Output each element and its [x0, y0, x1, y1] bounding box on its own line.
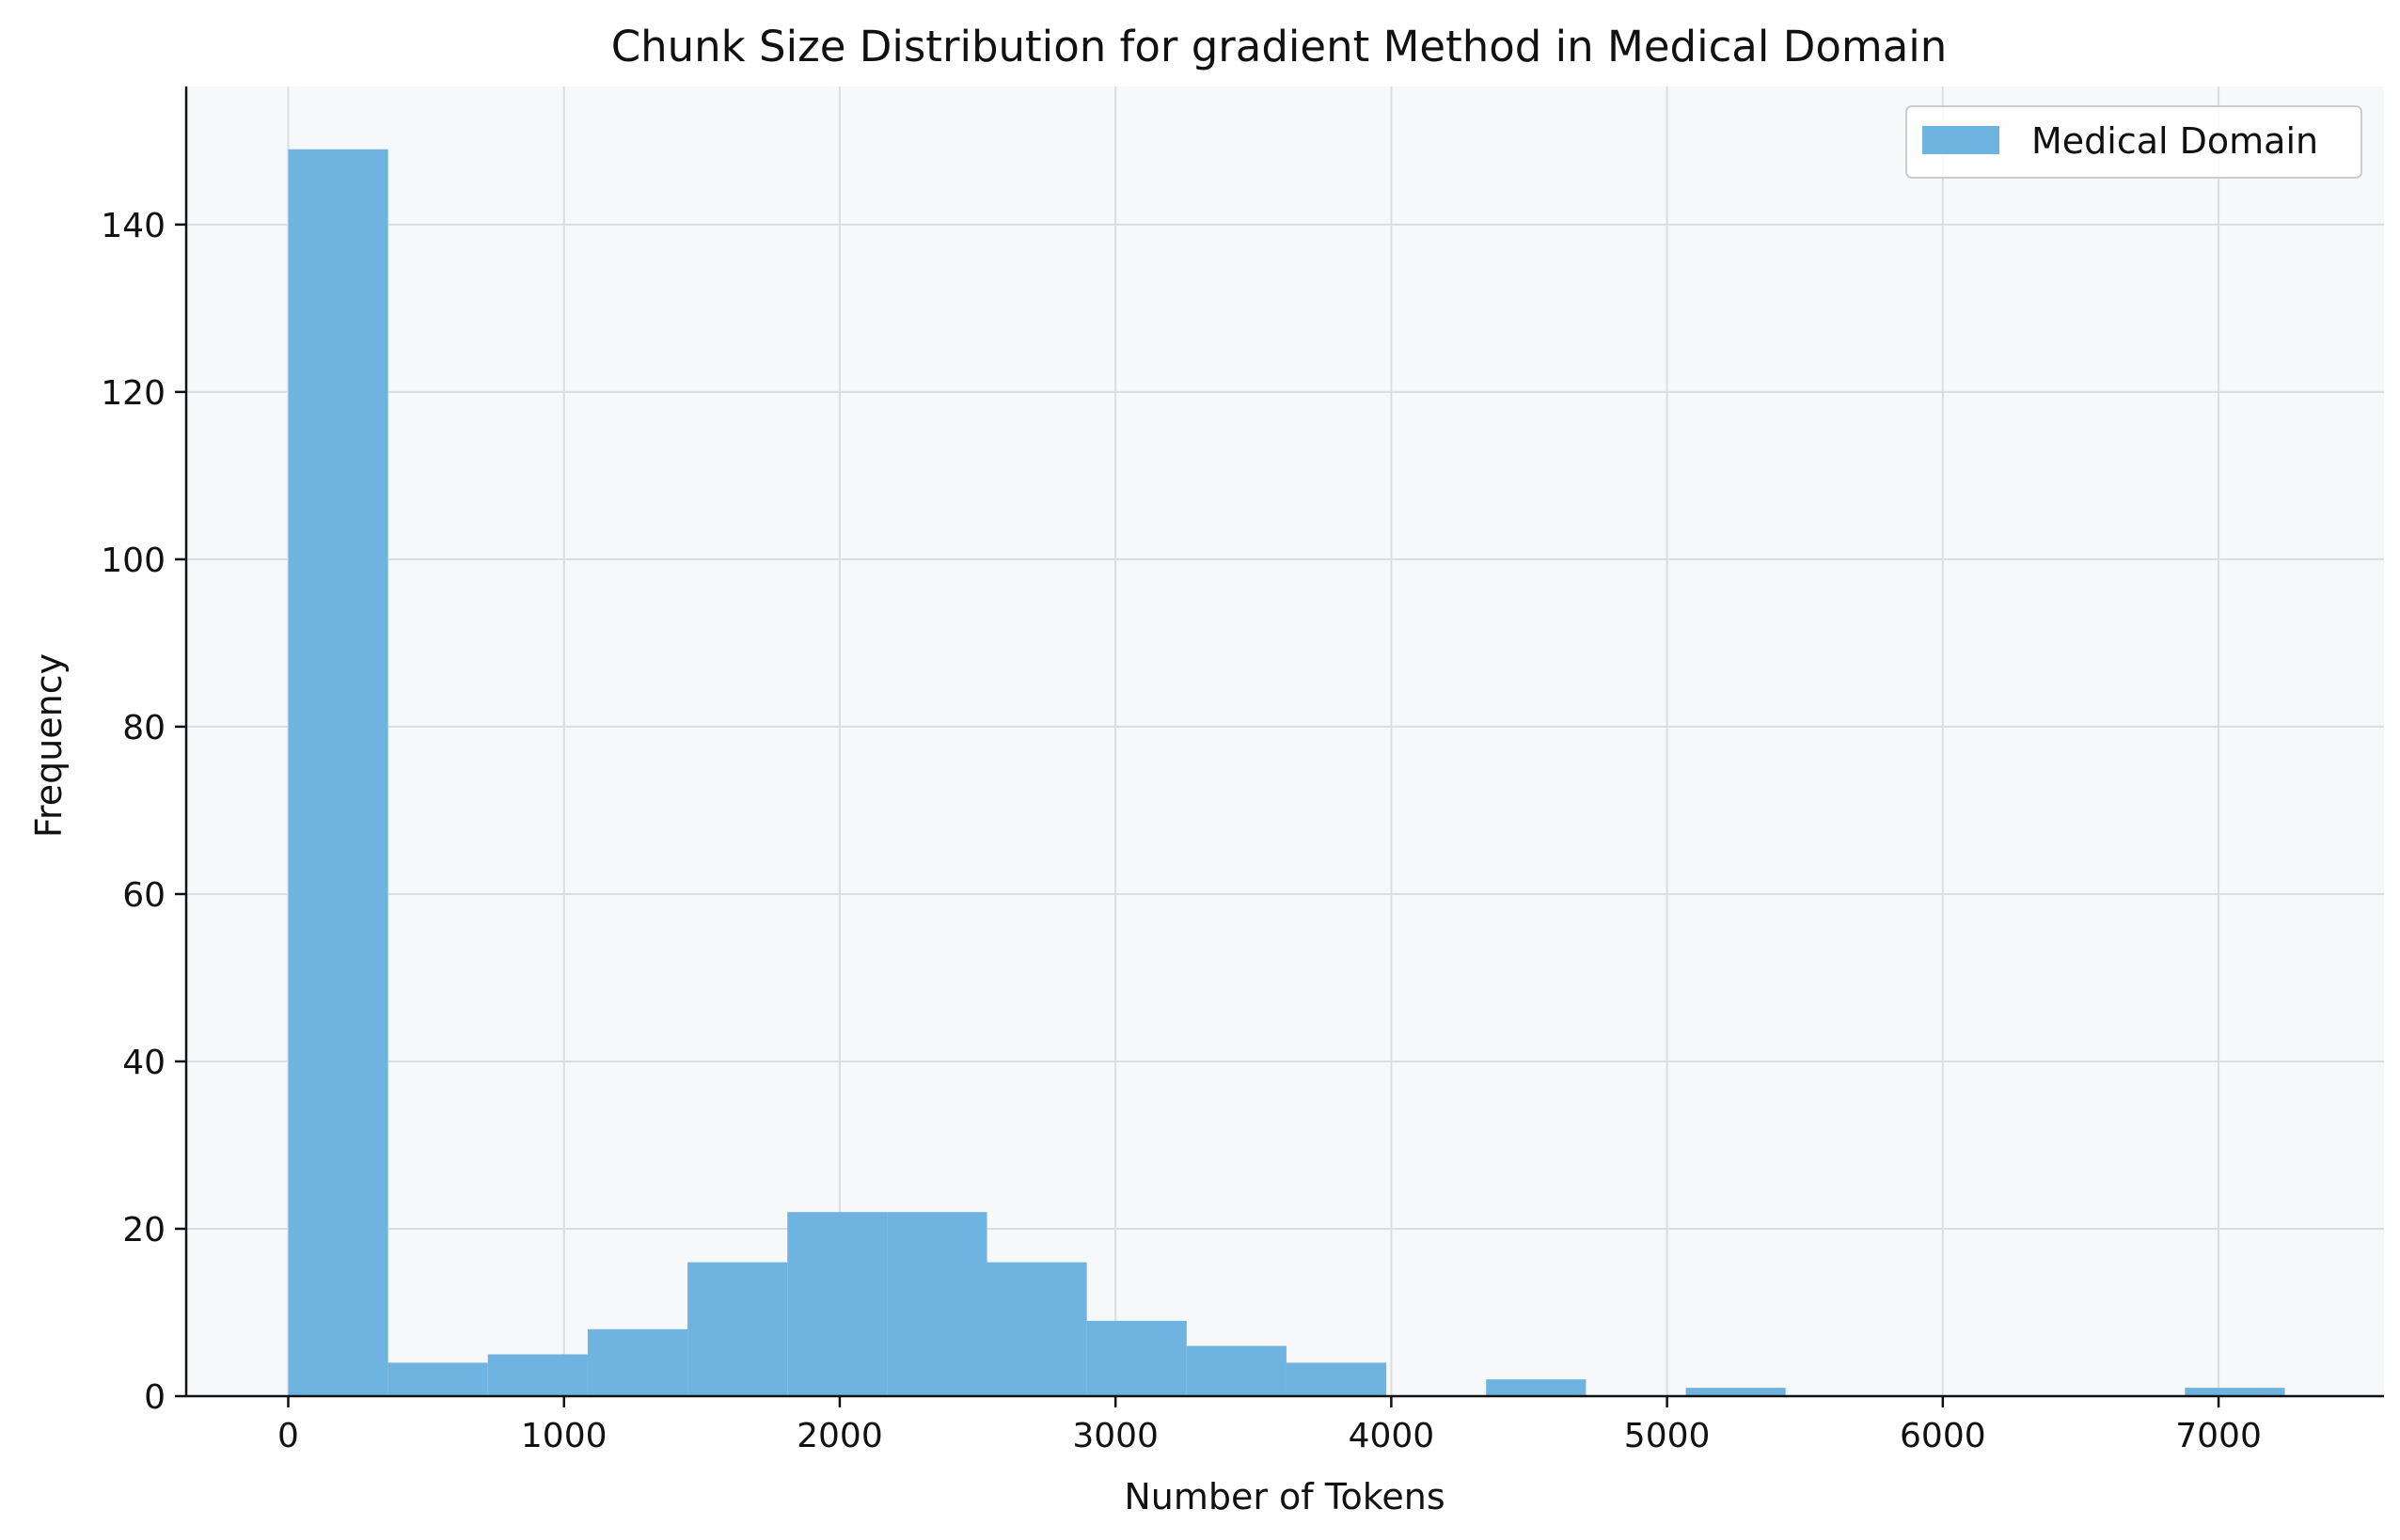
x-axis-ticks: 0 1000 2000 3000 4000 5000 6000 7000	[277, 1396, 2262, 1455]
histogram-bar	[987, 1262, 1087, 1396]
histogram-bar	[1685, 1388, 1786, 1396]
histogram-bar	[687, 1262, 788, 1396]
histogram-bar	[1486, 1379, 1587, 1396]
legend: Medical Domain	[1905, 105, 2362, 179]
x-tick-label: 1000	[521, 1417, 608, 1455]
y-tick-label: 60	[122, 876, 166, 915]
plot-background	[186, 86, 2384, 1396]
histogram-bar	[2185, 1388, 2285, 1396]
histogram-bar	[288, 149, 388, 1396]
x-tick-label: 4000	[1349, 1417, 1435, 1455]
x-axis-label: Number of Tokens	[1124, 1476, 1445, 1517]
y-tick-label: 0	[144, 1378, 166, 1417]
x-tick-label: 3000	[1072, 1417, 1159, 1455]
x-tick-label: 2000	[797, 1417, 883, 1455]
histogram-bar	[887, 1212, 987, 1396]
x-tick-label: 7000	[2175, 1417, 2262, 1455]
histogram-bar	[1186, 1345, 1287, 1396]
histogram-bar	[1086, 1320, 1187, 1396]
y-axis-ticks: 0 20 40 60 80 100 120 140	[101, 207, 186, 1417]
histogram-bar	[487, 1354, 588, 1396]
x-tick-label: 6000	[1900, 1417, 1986, 1455]
histogram-bar	[787, 1212, 888, 1396]
legend-swatch	[1922, 126, 1999, 154]
y-tick-label: 120	[101, 374, 166, 413]
x-tick-label: 0	[277, 1417, 299, 1455]
legend-box	[1905, 105, 2362, 179]
y-tick-label: 40	[122, 1044, 166, 1082]
grid-lines	[186, 86, 2384, 1397]
y-tick-label: 100	[101, 542, 166, 580]
axes	[184, 86, 2384, 1398]
histogram-bar	[1286, 1362, 1387, 1396]
legend-label: Medical Domain	[2031, 120, 2318, 162]
x-tick-label: 5000	[1624, 1417, 1711, 1455]
y-tick-label: 20	[122, 1211, 166, 1249]
histogram-bar	[387, 1362, 488, 1396]
histogram-bar	[587, 1328, 688, 1396]
y-tick-label: 140	[101, 207, 166, 245]
chart-title: Chunk Size Distribution for gradient Met…	[611, 22, 1948, 71]
y-axis-label: Frequency	[28, 653, 70, 838]
histogram-bars	[288, 149, 2285, 1396]
y-tick-label: 80	[122, 709, 166, 747]
